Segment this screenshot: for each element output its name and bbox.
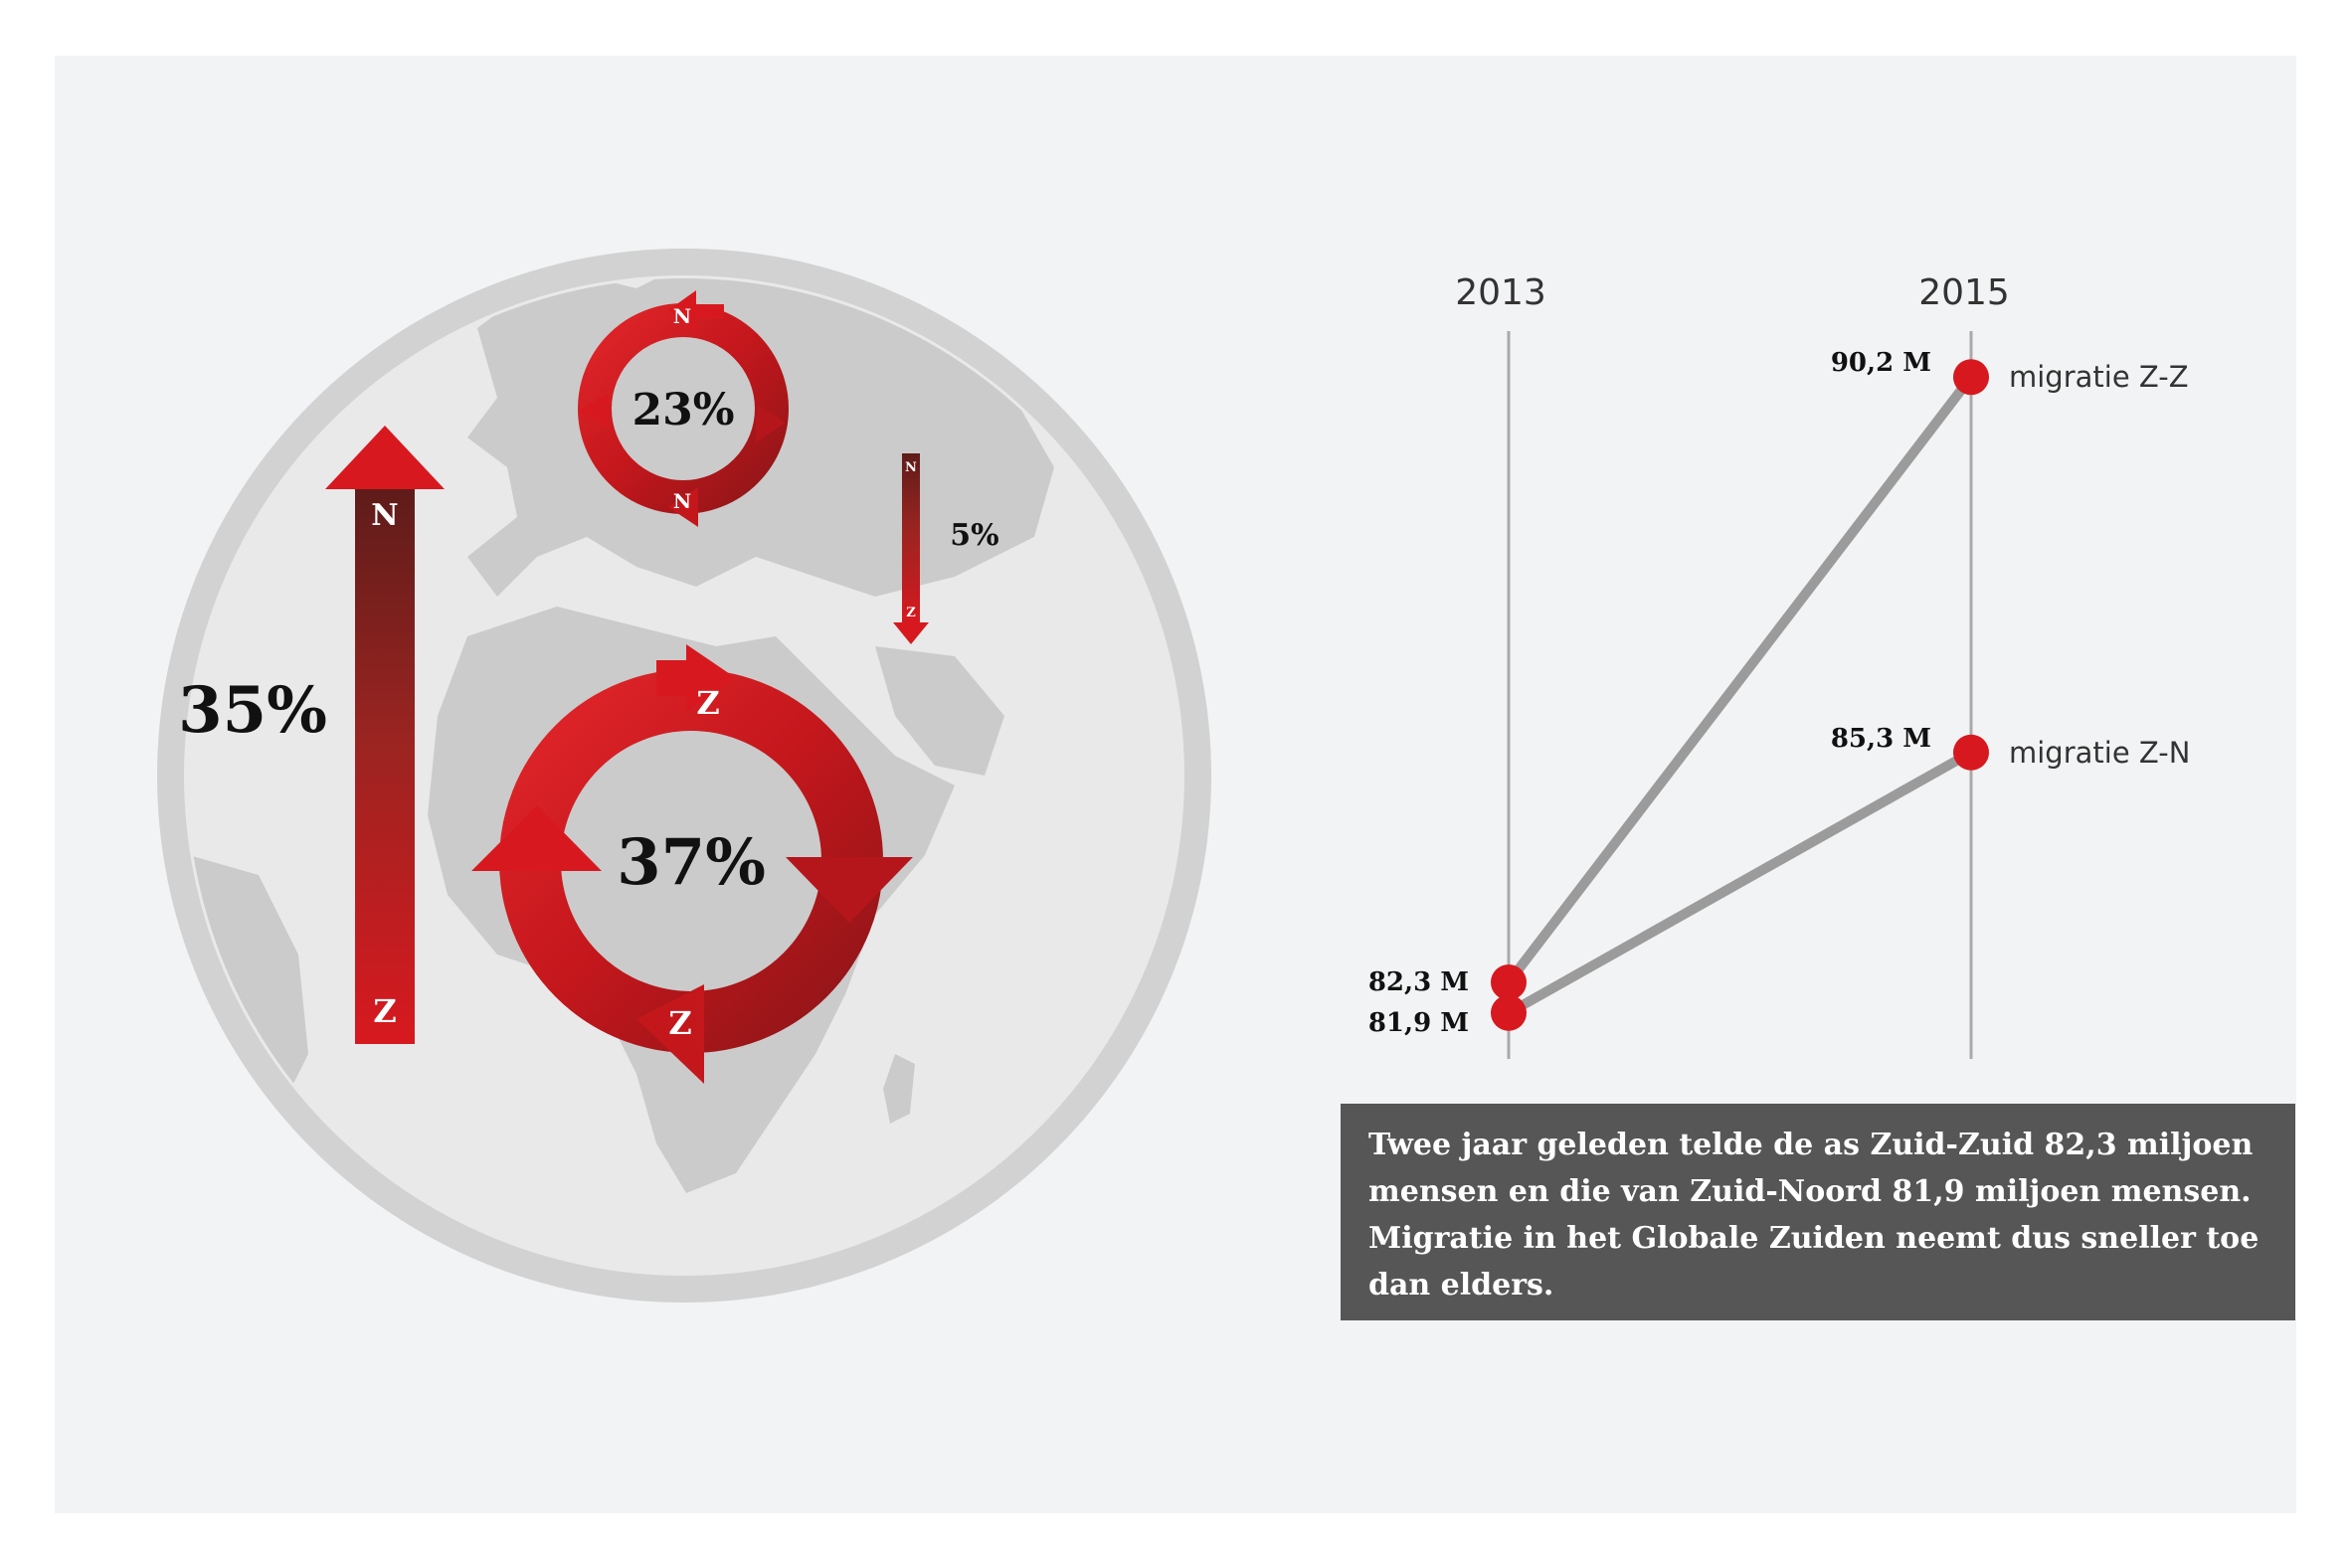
series-line-zn (1504, 747, 1976, 1018)
south-north-top-label: N (371, 498, 398, 533)
south-north-arrow-shaft (355, 487, 415, 1044)
globe-illustration (157, 249, 1211, 1303)
series-name-zz: migratie Z-Z (2009, 360, 2189, 394)
north-south-bottom-label: Z (906, 606, 916, 620)
south-north-percent: 35% (178, 673, 327, 748)
flow-north-north: N N 23% (578, 290, 789, 527)
point-zn-2015 (1953, 734, 1989, 771)
south-south-from-label: Z (696, 684, 719, 722)
north-north-arrow-right (756, 403, 786, 442)
value-label-zn-2013: 81,9 M (1368, 1008, 1469, 1038)
year-label-2015: 2015 (1918, 272, 2010, 313)
north-south-percent: 5% (950, 518, 998, 553)
north-north-arrow-top (668, 290, 724, 332)
north-north-arrow-bottom (668, 487, 698, 527)
south-south-arrow-left (471, 805, 602, 871)
north-south-arrowhead (893, 622, 929, 644)
value-label-zz-2015: 90,2 M (1831, 348, 1931, 378)
point-zn-2013 (1491, 994, 1527, 1031)
series-name-zn: migratie Z-N (2009, 736, 2190, 770)
value-label-zz-2013: 82,3 M (1368, 967, 1469, 997)
south-south-arrow-top (656, 644, 736, 712)
north-north-from-label: N (673, 304, 691, 328)
north-south-arrow-shaft (902, 453, 920, 622)
year-label-2013: 2013 (1455, 272, 1546, 313)
explanation-note: Twee jaar geleden telde de as Zuid-Zuid … (1341, 1104, 2295, 1320)
south-south-arrow-right (786, 857, 913, 923)
south-north-bottom-label: Z (373, 992, 396, 1030)
north-south-top-label: N (905, 460, 917, 475)
point-zz-2013 (1491, 963, 1527, 1000)
flow-south-north: N Z 35% (178, 426, 445, 1044)
series-line-zz (1504, 372, 1976, 987)
south-south-to-label: Z (668, 1004, 691, 1042)
south-south-arrow-bottom (636, 984, 704, 1084)
north-north-arrow-left (579, 393, 609, 429)
value-label-zn-2015: 85,3 M (1831, 724, 1931, 754)
north-north-to-label: N (673, 489, 691, 513)
south-south-percent: 37% (617, 825, 766, 900)
point-zz-2015 (1953, 359, 1989, 396)
flow-south-south: Z Z 37% (471, 644, 913, 1084)
flow-north-south: N Z 5% (893, 453, 999, 644)
slope-chart: 2013 2015 82,3 M 81,9 M 90,2 M 85,3 M mi… (1368, 272, 2190, 1059)
north-north-percent: 23% (632, 385, 734, 436)
south-north-arrowhead (325, 426, 445, 489)
